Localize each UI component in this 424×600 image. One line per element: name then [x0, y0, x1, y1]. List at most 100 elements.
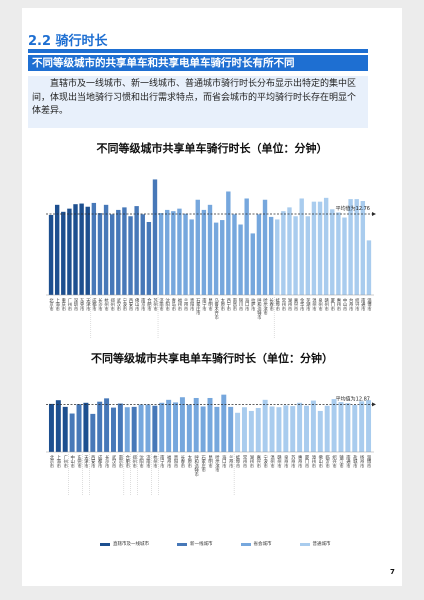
section-paragraph: 直辖市及一线城市、新一线城市、普通城市骑行时长分布显示出特定的集中区间，体现出当…: [28, 76, 368, 128]
chart-bar: [90, 413, 96, 452]
chart-bar: [189, 219, 194, 295]
chart-bar: [200, 406, 206, 452]
chart-bar: [220, 220, 225, 295]
x-tick-label: 杭州市: [152, 454, 157, 470]
chart-bar: [79, 203, 84, 295]
x-tick-label: 广州市: [63, 454, 68, 470]
chart-bar: [145, 404, 151, 452]
x-tick-label: 武汉市: [111, 454, 116, 470]
x-tick-label: 嘉兴市: [256, 454, 261, 470]
chart-bar: [232, 214, 237, 295]
x-tick-label: 温州市: [311, 297, 316, 313]
x-tick-label: 厦门市: [330, 298, 335, 313]
chart-bar: [352, 405, 358, 452]
chart-bar: [152, 405, 158, 452]
chart-bar: [360, 201, 366, 295]
chart-bar: [342, 217, 347, 295]
legend-label: 普通城市: [312, 542, 331, 547]
x-tick-label: 芜湖市: [305, 297, 310, 313]
x-tick-label: 福州市: [177, 297, 182, 313]
chart-bar: [128, 216, 133, 295]
ebike-duration-chart: 北京市 上海市 广州市 中山市 东莞市 天津市 西安市 成都市 长沙市 武汉市 南京市 合肥市 郑州市沈…: [46, 394, 376, 495]
x-tick-label: 苏州市: [290, 454, 295, 470]
chart-bar: [104, 398, 110, 452]
x-tick-label: 郑州市: [132, 454, 137, 470]
x-tick-label: 嘉兴市: [293, 297, 298, 313]
x-tick-label: 上海市: [55, 297, 60, 313]
x-tick-label: 广州市: [67, 297, 72, 313]
chart-bar: [48, 214, 54, 295]
x-tick-label: 北京市: [49, 454, 54, 470]
chart-bar: [304, 405, 309, 452]
chart-bar: [67, 208, 72, 295]
average-arrow: [372, 211, 376, 216]
x-tick-label: 沈阳市: [139, 454, 144, 470]
chart-bar: [152, 179, 158, 295]
x-tick-label: 惠州市: [336, 297, 341, 313]
x-tick-label: 东莞市: [79, 297, 84, 313]
x-tick-label: 惠州市: [297, 454, 302, 470]
x-tick-label: 长春市: [269, 297, 274, 313]
average-arrow: [372, 402, 376, 407]
x-tick-label: 湖州市: [249, 454, 254, 470]
page-number: 7: [390, 568, 395, 576]
x-tick-label: 长沙市: [97, 297, 102, 313]
x-tick-label: 贵阳市: [189, 297, 194, 313]
x-tick-label: 石家庄市: [201, 455, 206, 474]
chart-bar: [165, 209, 170, 295]
section-subtitle: 不同等级城市的共享单车和共享电单车骑行时长有所不同: [28, 55, 368, 71]
bike-duration-chart: 北京市 上海市 重庆市 广州市 深圳市 东莞市 天津市 成都市 长沙市 杭州市 郑州市 武汉市 宁波市西…: [46, 179, 376, 338]
x-tick-label: 贵阳市: [173, 454, 178, 470]
chart-bar: [262, 399, 268, 452]
x-tick-label: 南宁市: [159, 454, 164, 470]
x-tick-label: 佛山市: [318, 454, 323, 470]
legend-swatch: [177, 542, 187, 546]
chart-bar: [62, 406, 68, 452]
chart-bar: [179, 397, 185, 452]
x-tick-label: 福州市: [166, 454, 171, 470]
chart-bar: [207, 204, 213, 295]
chart-bar: [338, 402, 344, 452]
x-tick-label: 银川市: [238, 297, 243, 313]
chart-bar: [305, 216, 311, 295]
chart-bar: [226, 191, 231, 295]
chart-bar: [248, 410, 254, 452]
x-tick-label: 中山市: [70, 454, 75, 470]
x-tick-label: 海口市: [221, 454, 226, 470]
bike-chart-title: 不同等级城市共享单车骑行时长（单位：分钟）: [96, 142, 328, 155]
x-tick-label: 金华市: [299, 297, 304, 313]
chart-bar: [228, 406, 234, 452]
chart-bar: [76, 404, 82, 452]
chart-bar: [158, 213, 164, 295]
chart-bar: [201, 209, 207, 295]
x-tick-label: 宁波市: [122, 297, 127, 313]
x-tick-label: 合肥市: [125, 454, 130, 470]
chart-bar: [183, 213, 188, 295]
chart-bar: [299, 198, 304, 295]
chart-bar: [290, 406, 296, 452]
chart-bar: [250, 233, 255, 295]
x-tick-label: 成都市: [97, 454, 102, 470]
chart-bar: [268, 216, 274, 295]
x-tick-label: 天津市: [83, 455, 88, 470]
chart-bar: [166, 399, 172, 452]
chart-bar: [159, 402, 165, 452]
x-tick-label: 哈尔滨市: [263, 297, 268, 317]
x-tick-label: 佛山市: [134, 297, 139, 313]
x-tick-label: 温州市: [270, 454, 275, 470]
chart-bar: [207, 397, 213, 452]
chart-bar: [85, 206, 90, 295]
chart-bar: [241, 407, 247, 452]
x-tick-label: 兰州市: [183, 297, 188, 313]
x-tick-label: 扬州市: [359, 454, 364, 470]
chart-bar: [214, 406, 220, 452]
average-label: 平均值为12.87: [336, 395, 370, 402]
chart-bar: [345, 403, 351, 452]
chart-bar: [331, 399, 337, 452]
x-tick-label: 西安市: [128, 298, 133, 313]
chart-bar: [103, 204, 109, 295]
x-tick-label: 宁波市: [263, 454, 268, 470]
section-title: 2.2 骑行时长: [28, 34, 108, 49]
chart-bar: [256, 214, 262, 295]
x-tick-label: 西宁市: [226, 298, 231, 313]
